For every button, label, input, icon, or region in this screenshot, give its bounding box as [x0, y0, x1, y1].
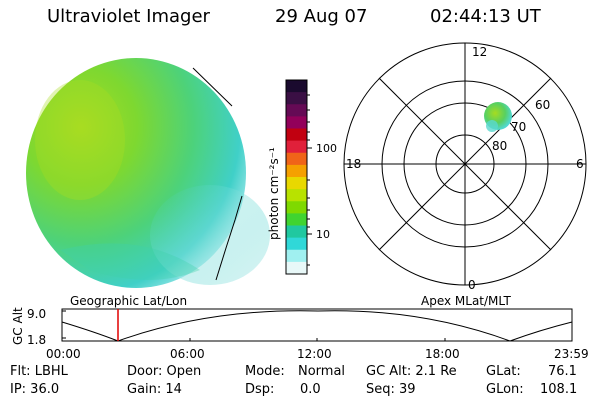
colorbar-band — [286, 213, 307, 227]
colorbar-band — [286, 164, 307, 178]
colorbar-band — [286, 189, 307, 202]
auroral-emission — [484, 102, 512, 132]
colorbar-band — [286, 237, 307, 251]
x-tick-1800: 18:00 — [425, 347, 460, 361]
time-label: 02:44:13 UT — [430, 6, 541, 27]
colorbar-band — [286, 80, 307, 93]
colorbar-band — [286, 261, 307, 275]
date-label: 29 Aug 07 — [275, 6, 368, 27]
colorbar-band — [286, 201, 307, 214]
mlat-label-60: 60 — [535, 98, 550, 112]
alt-min-label: 1.8 — [27, 333, 46, 347]
ip-info: IP: 36.0 — [10, 382, 60, 397]
colorbar-band — [286, 92, 307, 105]
dsp-label: Dsp: — [245, 382, 275, 397]
x-tick-0000: 00:00 — [46, 347, 81, 361]
mlt-label-12: 12 — [472, 45, 487, 59]
glon-value: 108.1 — [540, 382, 578, 397]
filter-info: Flt: LBHL — [10, 364, 68, 379]
door-info: Door: Open — [127, 364, 202, 379]
dsp-value: 0.0 — [300, 382, 321, 397]
mode-value: Normal — [298, 364, 346, 379]
colorbar-band — [286, 152, 307, 166]
glat-label: GLat: — [486, 364, 521, 379]
mlt-label-6: 6 — [576, 157, 584, 171]
altitude-curve — [61, 310, 573, 342]
colorbar-band — [286, 128, 307, 142]
seq-info: Seq: 39 — [366, 382, 416, 397]
instrument-title: Ultraviolet Imager — [47, 6, 210, 27]
glat-value: 76.1 — [548, 364, 577, 379]
mlat-label-70: 70 — [511, 120, 526, 134]
glon-label: GLon: — [486, 382, 524, 397]
apex-caption: Apex MLat/MLT — [421, 294, 511, 308]
x-tick-2359: 23:59 — [554, 347, 589, 361]
altitude-ticks — [62, 310, 446, 341]
colorbar-ticks — [307, 94, 312, 266]
uv-earth-image — [26, 58, 270, 288]
x-tick-0600: 06:00 — [170, 347, 205, 361]
colorbar-tick-10: 10 — [316, 228, 330, 241]
polar-plot — [343, 42, 587, 286]
colorbar-band — [286, 140, 307, 154]
colorbar — [286, 80, 307, 275]
geographic-caption: Geographic Lat/Lon — [70, 294, 187, 308]
gc-alt-info: GC Alt: 2.1 Re — [366, 364, 457, 379]
gain-info: Gain: 14 — [127, 382, 182, 397]
colorbar-band — [286, 116, 307, 130]
colorbar-band — [286, 104, 307, 117]
colorbar-band — [286, 225, 307, 239]
colorbar-frame — [285, 79, 308, 275]
mlt-label-18: 18 — [346, 157, 361, 171]
mlat-label-80: 80 — [492, 139, 507, 153]
alt-max-label: 9.0 — [27, 307, 46, 321]
terminator-lines — [192, 67, 243, 281]
colorbar-unit-label: photon cm⁻²s⁻¹ — [267, 147, 281, 240]
mlt-label-0: 0 — [468, 278, 476, 292]
gc-alt-axis-title: GC Alt — [11, 307, 25, 345]
x-tick-1200: 12:00 — [297, 347, 332, 361]
colorbar-band — [286, 177, 307, 190]
colorbar-band — [286, 249, 307, 263]
mode-label: Mode: — [245, 364, 285, 379]
colorbar-tick-100: 100 — [316, 142, 337, 155]
